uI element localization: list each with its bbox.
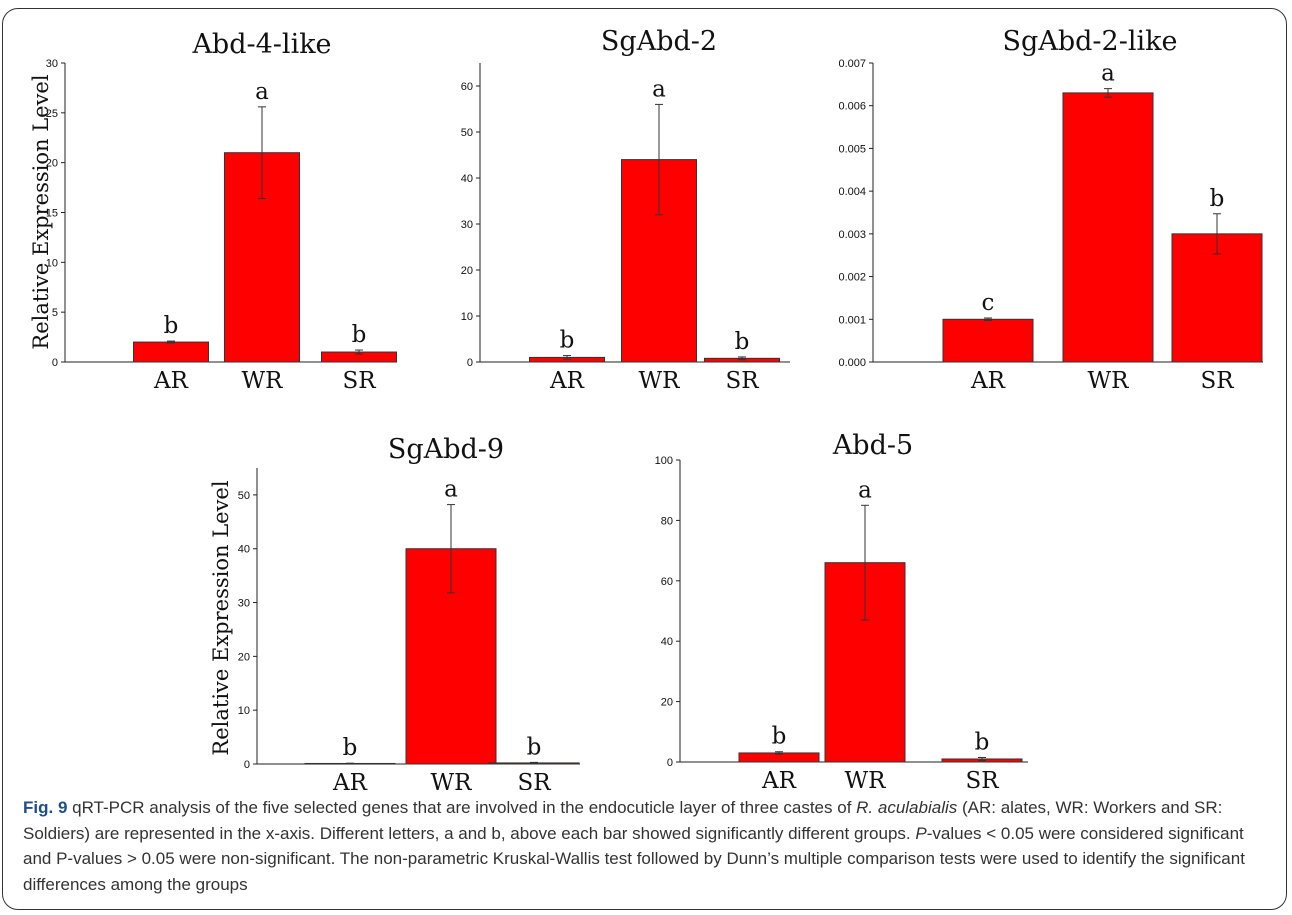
y-tick-label: 40 [461,173,473,185]
y-tick-label: 80 [661,515,673,527]
caption-p: P [915,823,927,843]
category-label: WR [431,770,473,790]
significance-letter: b [975,729,990,755]
chart-panel-2: SgAbd-2 0 10 20 30 40 50 60 b AR a WR b SR [461,26,790,394]
y-tick-label: 20 [46,158,58,170]
figure-label: Fig. 9 [23,798,68,817]
category-label: AR [153,368,189,394]
significance-letter: b [343,735,358,761]
caption-text-2: (AR: alates, WR: Workers and SR: Soldier… [23,798,1223,843]
category-label: SR [1200,368,1234,394]
y-tick-label: 5 [52,307,58,319]
y-tick-label: 0 [244,759,250,771]
chart-title: SgAbd-2-like [1003,26,1178,57]
significance-letter: b [735,329,750,355]
significance-letter: b [527,734,542,760]
bar-AR [133,341,209,363]
category-label: SR [517,770,551,790]
category-label: AR [549,368,585,394]
y-tick-label: 30 [46,58,58,70]
category-label: WR [242,368,284,394]
significance-letter: a [1101,61,1115,87]
figure-caption: Fig. 9 qRT-PCR analysis of the five sele… [23,795,1273,897]
chart-title: Abd-5 [832,430,913,461]
chart-title: SgAbd-9 [388,434,504,465]
category-label: AR [970,368,1006,394]
category-label: WR [639,368,681,394]
significance-letter: b [560,328,575,354]
category-label: SR [965,768,999,790]
y-tick-label: 20 [238,651,250,663]
significance-letter: c [982,290,995,316]
y-tick-label: 0.004 [838,186,866,198]
y-tick-label: 0.000 [838,357,866,369]
y-tick-label: 0 [667,757,673,769]
caption-species: R. aculabialis [856,798,958,817]
y-tick-label: 40 [661,636,673,648]
chart-panel-3: SgAbd-2-like 0.000 0.001 0.002 0.003 0.004 0.0… [838,26,1263,394]
y-tick-label: 10 [46,257,58,269]
y-tick-label: 100 [655,455,673,467]
y-tick-label: 30 [238,598,250,610]
significance-letter: b [772,724,787,750]
figure-charts: Abd-4-like Relative Expression Level 0 5 10 1… [29,26,1263,790]
y-tick-label: 50 [461,127,473,139]
significance-letter: b [352,322,367,348]
y-tick-label: 30 [461,219,473,231]
y-tick-label: 60 [661,576,673,588]
y-tick-label: 0 [52,357,58,369]
y-tick-label: 10 [461,311,473,323]
significance-letter: a [255,79,269,105]
caption-text-1: qRT-PCR analysis of the five selected ge… [67,798,857,817]
bar-WR [1062,92,1154,363]
category-label: WR [845,768,887,790]
y-tick-label: 0.002 [838,272,866,284]
y-tick-label: 20 [461,265,473,277]
chart-panel-4: SgAbd-9 Relative Expression Level 0 10 20 30 4… [209,434,580,790]
category-label: AR [761,768,797,790]
y-tick-label: 0 [467,357,473,369]
category-label: WR [1088,368,1130,394]
y-tick-label: 0.005 [838,143,866,155]
category-label: AR [332,770,368,790]
caption-text-3: -values < 0.05 were considered significa… [23,823,1245,894]
chart-title: Abd-4-like [191,29,331,60]
chart-title: SgAbd-2 [601,26,717,57]
significance-letter: a [444,477,458,503]
y-tick-label: 10 [238,705,250,717]
chart-panel-1: Abd-4-like Relative Expression Level 0 5 10 1… [29,29,397,394]
y-tick-label: 0.007 [838,58,866,70]
y-axis-label: Relative Expression Level [209,480,233,755]
y-tick-label: 20 [661,697,673,709]
y-tick-label: 0.001 [838,314,866,326]
y-tick-label: 60 [461,81,473,93]
y-tick-label: 25 [46,108,58,120]
y-axis-label: Relative Expression Level [29,74,53,349]
y-tick-label: 0.003 [838,229,866,241]
y-tick-label: 0.006 [838,101,866,113]
y-tick-label: 15 [46,208,58,220]
category-label: SR [342,368,376,394]
bar-AR [942,318,1034,363]
significance-letter: b [164,313,179,339]
chart-panel-5: Abd-5 0 20 40 60 80 100 b AR a WR b SR [655,430,1028,790]
category-label: SR [725,368,759,394]
y-tick-label: 50 [238,490,250,502]
y-tick-label: 40 [238,544,250,556]
significance-letter: b [1210,186,1225,212]
significance-letter: a [858,477,872,503]
significance-letter: a [652,76,666,102]
